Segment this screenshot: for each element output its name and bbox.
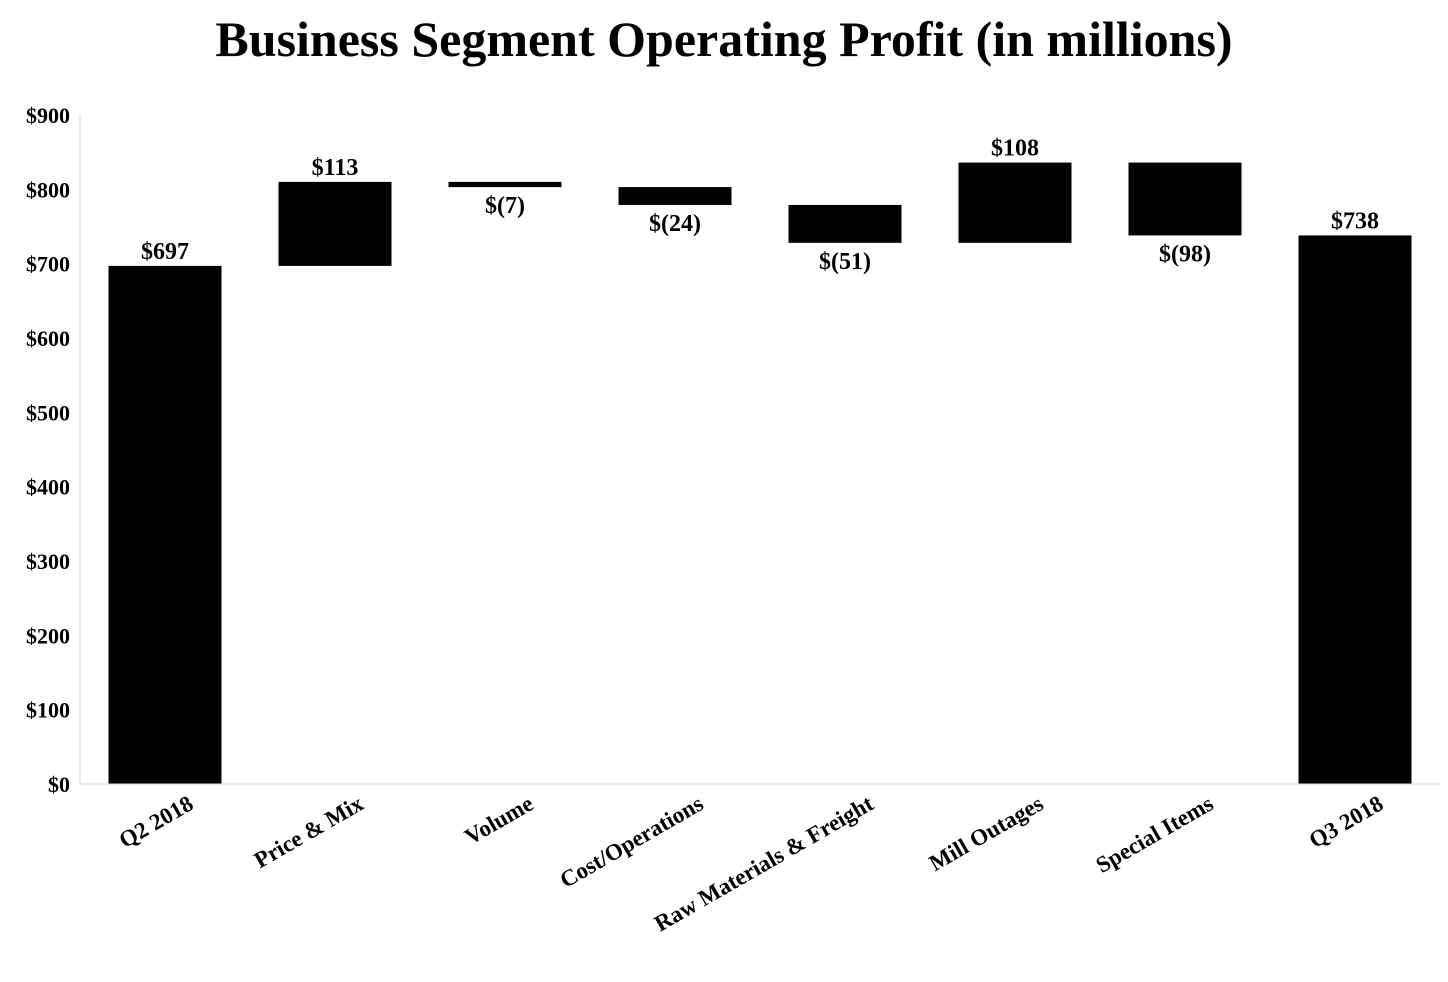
bar-mill-outages (958, 162, 1072, 243)
data-label: $(7) (485, 193, 525, 219)
x-tick-label: Q2 2018 (115, 791, 198, 853)
data-label: $738 (1331, 208, 1379, 234)
x-tick-label: Price & Mix (250, 790, 368, 873)
y-tick-label: $500 (26, 400, 70, 425)
y-tick-label: $700 (26, 252, 70, 277)
x-tick-label: Mill Outages (925, 791, 1048, 876)
y-tick-label: $100 (26, 698, 70, 723)
y-tick-label: $0 (48, 772, 70, 797)
bars (108, 162, 1412, 785)
bar-raw-materials-freight (788, 204, 902, 243)
data-label: $697 (141, 239, 189, 265)
x-tick-label: Cost/Operations (556, 791, 708, 893)
data-label: $(51) (819, 249, 871, 275)
y-tick-label: $300 (26, 549, 70, 574)
bar-cost-operations (618, 187, 732, 205)
y-axis: $0 $100 $200 $300 $400 $500 $600 $700 $800 $900 (26, 103, 81, 797)
data-label: $113 (312, 155, 359, 181)
data-label: $(24) (649, 211, 701, 237)
y-tick-label: $600 (26, 326, 70, 351)
data-label: $(98) (1159, 241, 1211, 267)
x-tick-label: Special Items (1092, 791, 1218, 878)
data-labels: $697 $113 $(7) $(24) $(51) $108 $(98) $738 (141, 136, 1379, 275)
x-tick-label: Q3 2018 (1305, 791, 1388, 853)
bar-volume (448, 181, 562, 188)
bar-special-items (1128, 162, 1242, 236)
y-tick-label: $800 (26, 177, 70, 202)
bar-q3-2018 (1298, 235, 1412, 785)
x-axis: Q2 2018 Price & Mix Volume Cost/OperationsR… (80, 783, 1440, 936)
bar-q2-2018 (108, 265, 222, 784)
y-tick-label: $400 (26, 475, 70, 500)
chart-title: Business Segment Operating Profit (in mi… (215, 11, 1233, 67)
data-label: $108 (991, 136, 1039, 162)
y-tick-label: $200 (26, 623, 70, 648)
y-tick-label: $900 (26, 103, 70, 128)
x-tick-label: Volume (460, 791, 537, 850)
bar-price-mix (278, 181, 392, 266)
